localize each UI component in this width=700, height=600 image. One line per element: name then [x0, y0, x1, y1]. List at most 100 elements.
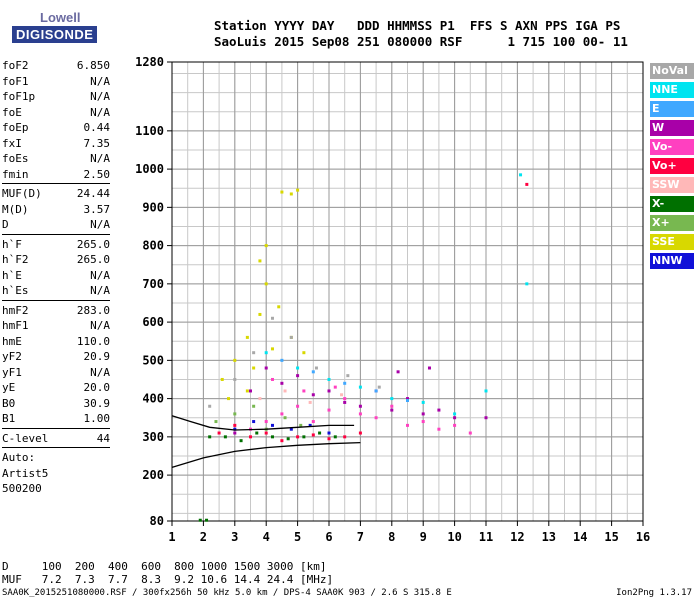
echo-point-x [286, 437, 290, 441]
echo-point-vo [217, 431, 221, 435]
param-value: N/A [90, 319, 110, 332]
plot-frame [171, 61, 644, 522]
echo-point-x [302, 435, 306, 439]
echo-point-x [283, 416, 287, 420]
echo-point-vo [421, 420, 425, 424]
legend-item-w: W [650, 120, 694, 136]
param-row: fxI 7.35 [2, 136, 110, 152]
echo-point-ssw [340, 393, 344, 397]
x-tick-label: 10 [447, 530, 461, 544]
file-info-line: SAA0K_2015251080000.RSF / 300fx256h 50 k… [2, 588, 452, 598]
header-line-1: Station YYYY DAY DDD HHMMSS P1 FFS S AXN… [214, 18, 621, 33]
echo-point-sse [220, 377, 224, 381]
x-tick-label: 2 [200, 530, 207, 544]
echo-point-w [296, 374, 300, 378]
param-row: foEs N/A [2, 151, 110, 167]
param-row: h`Es N/A [2, 283, 110, 299]
echo-point-vo [468, 431, 472, 435]
echo-point-nne [327, 377, 331, 381]
param-value: 3.57 [83, 202, 111, 216]
param-value: 110.0 [76, 334, 110, 348]
echo-point-sse [280, 190, 284, 194]
param-label: MUF(D) [2, 187, 42, 200]
echo-point-nnw [327, 431, 331, 435]
echo-point-noval [289, 335, 293, 339]
echo-point-noval [270, 316, 274, 320]
echo-point-vo [280, 439, 284, 443]
echo-point-w [437, 408, 441, 412]
echo-point-nnw [270, 423, 274, 427]
x-tick-label: 5 [294, 530, 301, 544]
param-value: 20.9 [83, 350, 111, 363]
echo-point-sse [289, 192, 293, 196]
distance-row: D 100 200 400 600 800 1000 1500 3000 [km… [2, 560, 327, 573]
echo-point-x [255, 431, 259, 435]
echo-point-e [280, 358, 284, 362]
param-label: fxI [2, 136, 22, 150]
param-separator [2, 299, 110, 301]
param-row: hmE 110.0 [2, 334, 110, 350]
param-label: B1 [2, 412, 16, 425]
legend-item-e: E [650, 101, 694, 117]
x-tick-label: 11 [479, 530, 493, 544]
echo-point-vo [453, 423, 457, 427]
param-value: N/A [90, 74, 110, 88]
trace-line-1 [171, 441, 361, 469]
echo-point-vo [358, 412, 362, 416]
echo-point-e [311, 370, 315, 374]
param-separator [2, 233, 110, 235]
echo-point-x [318, 431, 322, 435]
logo-lowell-text: Lowell [40, 10, 81, 25]
param-row: hmF1 N/A [2, 318, 110, 334]
echo-point-nne [296, 366, 300, 370]
echo-point-vo [296, 435, 300, 439]
param-row: h`F2 265.0 [2, 252, 110, 268]
echo-point-ssw [258, 397, 262, 401]
echo-point-e [374, 389, 378, 393]
y-tick-label: 400 [142, 392, 164, 406]
x-tick-label: 16 [636, 530, 650, 544]
param-note: Auto: [2, 451, 36, 464]
echo-point-sse [264, 244, 268, 248]
y-tick-label: 200 [142, 468, 164, 482]
param-row: C-level 44 [2, 431, 110, 447]
echo-point-nne [390, 397, 394, 401]
echo-point-sse [227, 397, 231, 401]
x-tick-label: 6 [325, 530, 332, 544]
legend-item-vo: Vo+ [650, 158, 694, 174]
legend-item-noval: NoVal [650, 63, 694, 79]
logo-digisonde-text: DIGISONDE [12, 26, 98, 43]
x-tick-label: 1 [168, 530, 175, 544]
legend-item-nne: NNE [650, 82, 694, 98]
echo-point-ssw [308, 400, 312, 404]
echo-point-vo [343, 397, 347, 401]
echo-point-sse [302, 351, 306, 355]
legend-item-x: X+ [650, 215, 694, 231]
echo-point-noval [252, 351, 256, 355]
x-tick-label: 14 [573, 530, 587, 544]
echo-point-w [390, 408, 394, 412]
echo-point-sse [258, 259, 262, 263]
param-label: foEp [2, 121, 29, 134]
param-value: 265.0 [76, 237, 110, 251]
echo-point-w [396, 370, 400, 374]
echo-point-x [223, 435, 227, 439]
echo-point-w [421, 412, 425, 416]
echo-point-x [252, 404, 256, 408]
echo-point-vo [437, 427, 441, 431]
param-row: foF1 N/A [2, 74, 110, 90]
param-row: foE N/A [2, 105, 110, 121]
echo-point-x [233, 412, 237, 416]
echo-point-vo [406, 423, 409, 427]
echo-point-vo [302, 389, 306, 393]
echo-point-x [239, 439, 243, 443]
param-row: yF1 N/A [2, 365, 110, 381]
echo-point-w [427, 366, 431, 370]
echo-point-nne [453, 412, 457, 416]
echo-point-w [264, 366, 268, 370]
muf-row: MUF 7.2 7.3 7.7 8.3 9.2 10.6 14.4 24.4 [… [2, 573, 334, 586]
param-label: hmF1 [2, 319, 29, 332]
param-label: foF1 [2, 74, 29, 88]
param-label: fmin [2, 167, 29, 181]
x-tick-label: 12 [510, 530, 524, 544]
